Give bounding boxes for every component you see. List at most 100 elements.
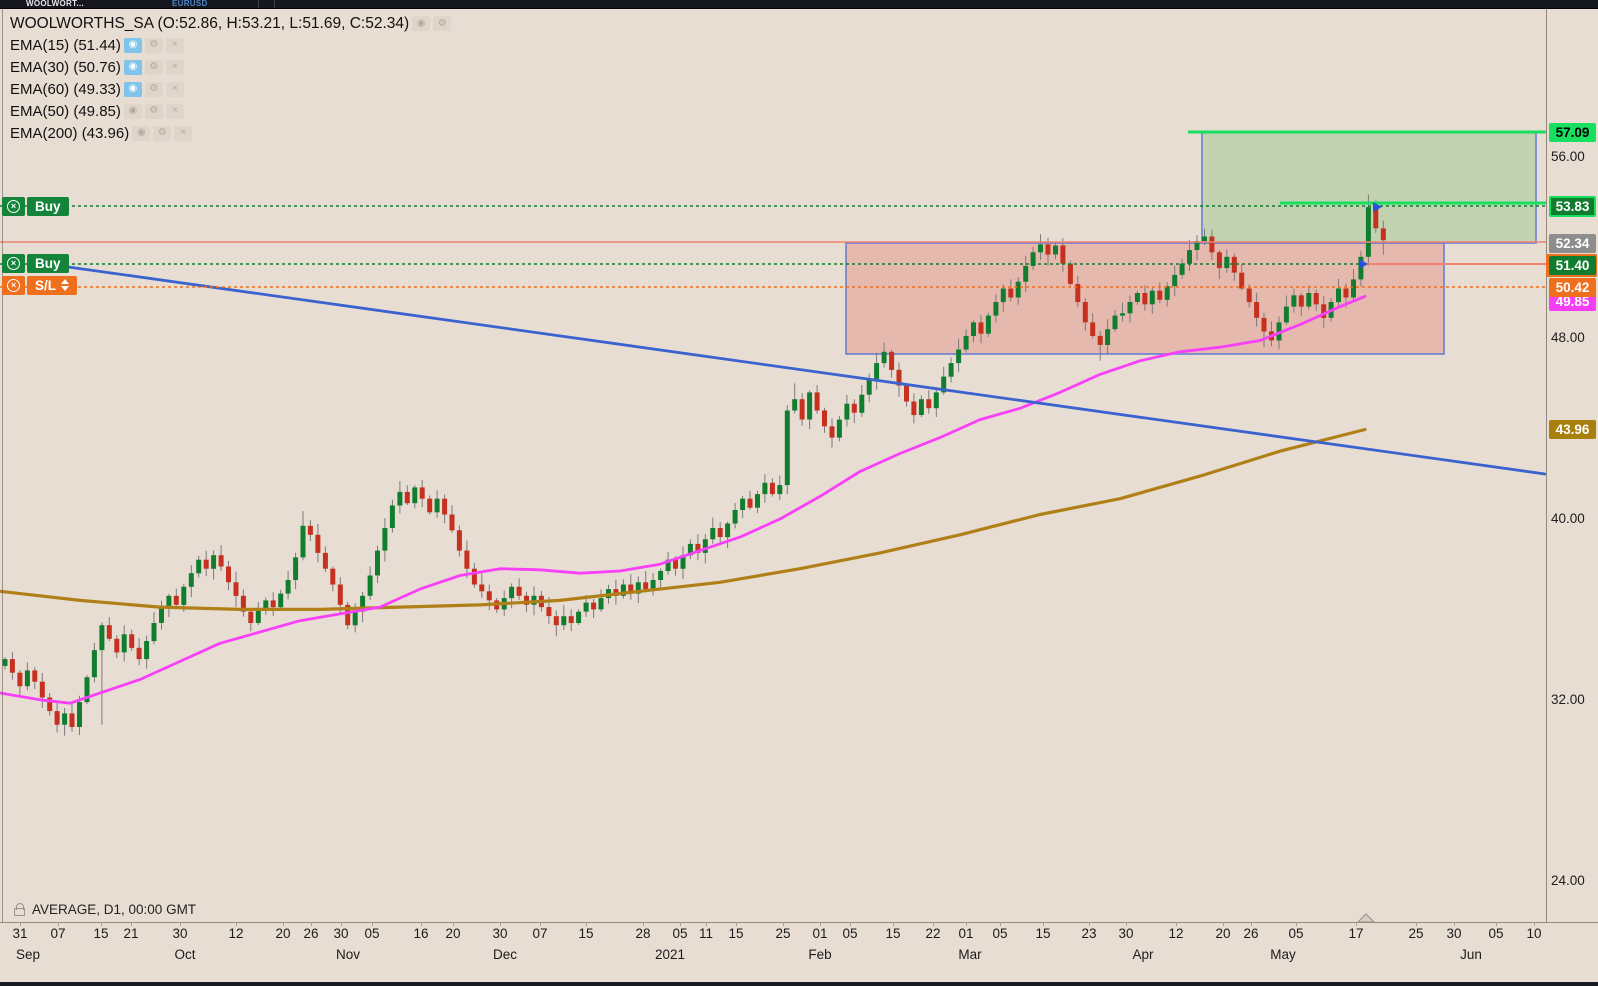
close-icon[interactable]: × [165, 59, 184, 75]
cancel-order-icon[interactable]: × [2, 196, 25, 216]
candle-body [583, 602, 589, 612]
ema200-value-tag[interactable]: 43.96 [1549, 419, 1596, 439]
indicator-row: EMA(15) (51.44) ◉ ⚙ × [10, 34, 451, 56]
time-axis-tick [933, 922, 934, 926]
buy-position-button-label[interactable]: Buy [27, 253, 69, 273]
candle-body [136, 647, 142, 660]
eye-icon[interactable]: ◉ [132, 125, 151, 141]
eye-icon[interactable]: ◉ [412, 16, 431, 31]
price-axis-line [1546, 9, 1547, 922]
gear-icon[interactable]: ⚙ [144, 103, 163, 119]
buy-order-button-1[interactable]: × Buy [2, 196, 69, 216]
close-icon[interactable]: × [165, 37, 184, 53]
lock-icon[interactable] [14, 902, 25, 916]
candle-body [889, 351, 895, 370]
candle-body [993, 302, 999, 316]
candle-body [293, 557, 299, 580]
candle-body [665, 559, 671, 571]
target-price-tag[interactable]: 57.09 [1549, 122, 1596, 142]
cancel-order-icon[interactable]: × [2, 253, 25, 273]
time-axis-day-label: 12 [228, 926, 244, 941]
buy-position-button[interactable]: × Buy [2, 253, 69, 273]
candle-body [874, 363, 880, 379]
time-axis-tick [341, 922, 342, 926]
candle-body [777, 485, 783, 495]
window-bottom-edge [0, 982, 1598, 986]
candle-body [1239, 272, 1245, 289]
candle-body [203, 559, 209, 569]
candle-body [1008, 288, 1014, 298]
candle-body [419, 487, 425, 499]
close-icon[interactable]: × [174, 125, 193, 141]
candle-body [896, 369, 902, 386]
candle-body [397, 491, 403, 506]
symbol-ohlc-row: WOOLWORTHS_SA (O:52.86, H:53.21, L:51.69… [10, 13, 452, 34]
candle-body [650, 580, 656, 589]
candle-body [1075, 284, 1081, 303]
gear-icon[interactable]: ⚙ [144, 81, 163, 97]
candle-body [345, 604, 351, 626]
candle-body [1373, 207, 1379, 229]
gear-icon[interactable]: ⚙ [144, 59, 163, 75]
step-down-icon[interactable] [61, 286, 70, 291]
cancel-order-icon[interactable]: × [2, 275, 25, 295]
stop-loss-button[interactable]: × S/L [2, 275, 78, 295]
stop-loss-button-label[interactable]: S/L [27, 275, 78, 295]
order-label-text: Buy [35, 198, 61, 214]
gear-icon[interactable]: ⚙ [153, 125, 172, 141]
eye-icon[interactable]: ◉ [123, 81, 142, 97]
buy-order-button-1-label[interactable]: Buy [27, 196, 69, 216]
time-axis-tick [783, 922, 784, 926]
chart-footer: AVERAGE, D1, 00:00 GMT [14, 902, 196, 917]
candle-body [658, 571, 664, 580]
time-axis-tick [1416, 922, 1417, 926]
position-entry-price-tag[interactable]: 51.40 [1549, 255, 1596, 275]
current-price-tag[interactable]: 52.34 [1549, 233, 1596, 253]
candle-body [1187, 250, 1192, 264]
candle-body [434, 498, 440, 513]
indicator-list: EMA(15) (51.44) ◉ ⚙ × EMA(30) (50.76) ◉ ⚙ × EMA(… [10, 34, 451, 144]
candle-body [427, 498, 433, 513]
eye-icon[interactable]: ◉ [123, 103, 142, 119]
gear-icon[interactable]: ⚙ [144, 37, 163, 53]
candle-body [1298, 295, 1304, 307]
gear-icon[interactable]: ⚙ [433, 16, 452, 31]
close-icon[interactable]: × [165, 103, 184, 119]
candle-body [1283, 306, 1289, 323]
time-axis-tick [453, 922, 454, 926]
candle-body [524, 595, 529, 605]
candle-body [404, 491, 410, 504]
candle-body [106, 625, 112, 639]
candle-body [1023, 265, 1029, 282]
candle-body [941, 376, 947, 393]
stop-loss-price-tag[interactable]: 50.42 [1549, 277, 1596, 297]
close-icon[interactable]: × [165, 81, 184, 97]
buy-limit-price-tag[interactable]: 53.83 [1549, 195, 1596, 217]
eye-icon[interactable]: ◉ [123, 37, 142, 53]
time-axis-day-label: 15 [1035, 926, 1051, 941]
time-axis-day-label: 25 [1408, 926, 1424, 941]
time-axis-day-label: 05 [842, 926, 858, 941]
time-axis-month-label: Sep [15, 947, 41, 962]
tab-woolworths[interactable]: WOOLWORT... [26, 0, 84, 8]
candle-body [84, 677, 90, 703]
eye-icon[interactable]: ◉ [123, 59, 142, 75]
step-up-icon[interactable] [61, 279, 70, 284]
time-axis-tick [850, 922, 851, 926]
time-axis-day-label: 20 [275, 926, 291, 941]
candle-body [755, 494, 760, 508]
candle-body [985, 315, 991, 334]
candle-body [1194, 241, 1200, 250]
candle-body [1120, 313, 1125, 316]
stop-loss-stepper[interactable] [61, 279, 70, 291]
candle-body [635, 582, 641, 594]
trendline[interactable] [60, 264, 1547, 476]
time-axis-tick [540, 922, 541, 926]
time-axis-tick [680, 922, 681, 926]
time-axis-tick [966, 922, 967, 926]
tab-eurusd[interactable]: EURUSD [172, 0, 208, 8]
